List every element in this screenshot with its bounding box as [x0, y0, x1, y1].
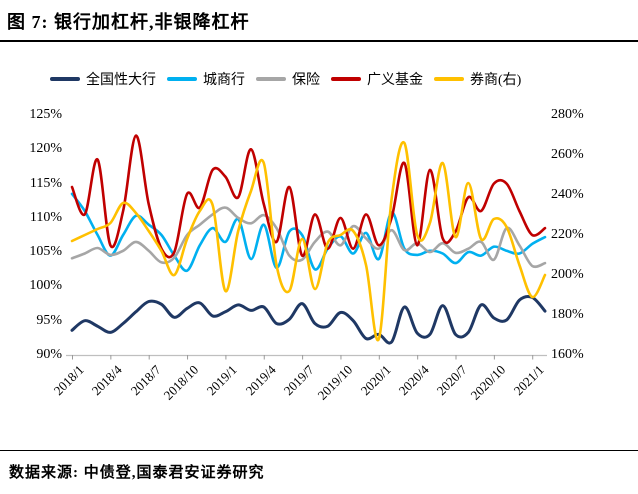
legend-swatch-3 [331, 77, 361, 81]
right-axis-label-280%: 280% [551, 107, 584, 122]
right-axis-label-160%: 160% [551, 347, 584, 362]
legend-swatch-0 [50, 77, 80, 81]
series-line-4 [70, 140, 547, 342]
data-source: 数据来源: 中债登,国泰君安证券研究 [9, 465, 265, 481]
legend-swatch-4 [434, 77, 464, 81]
legend-swatch-2 [256, 77, 286, 81]
legend-label-3: 广义基金 [367, 73, 423, 88]
legend-label-4: 券商(右) [470, 73, 522, 88]
legend-label-0: 全国性大行 [86, 73, 156, 88]
figure-title: 图 7: 银行加杠杆,非银降杠杆 [7, 12, 250, 32]
legend-label-1: 城商行 [203, 73, 245, 88]
left-axis-label-110%: 110% [29, 209, 62, 225]
left-axis-label-115%: 115% [29, 175, 62, 191]
left-axis-label-120%: 120% [29, 141, 62, 157]
right-axis-label-220%: 220% [551, 227, 584, 242]
right-axis-label-240%: 240% [551, 187, 584, 202]
left-axis-label-95%: 95% [36, 312, 62, 328]
chart-legend: 全国性大行 城商行 保险 广义基金 券商(右) [50, 69, 521, 89]
legend-item-1: 城商行 [167, 69, 245, 89]
left-axis-label-100%: 100% [29, 278, 62, 294]
legend-label-2: 保险 [292, 73, 320, 88]
right-axis-label-260%: 260% [551, 147, 584, 162]
left-axis-label-125%: 125% [29, 107, 62, 122]
legend-swatch-1 [167, 77, 197, 81]
left-axis-label-105%: 105% [29, 244, 62, 260]
series-line-2 [70, 206, 547, 269]
legend-item-0: 全国性大行 [50, 69, 156, 89]
right-axis-label-200%: 200% [551, 267, 584, 282]
footer-divider [0, 450, 638, 451]
legend-item-3: 广义基金 [331, 69, 423, 89]
legend-item-2: 保险 [256, 69, 320, 89]
series-line-3 [70, 134, 547, 259]
title-divider [0, 40, 638, 42]
left-axis-label-90%: 90% [36, 347, 62, 362]
series-line-0 [70, 294, 547, 345]
right-axis-label-180%: 180% [551, 307, 584, 322]
legend-item-4: 券商(右) [434, 69, 521, 89]
